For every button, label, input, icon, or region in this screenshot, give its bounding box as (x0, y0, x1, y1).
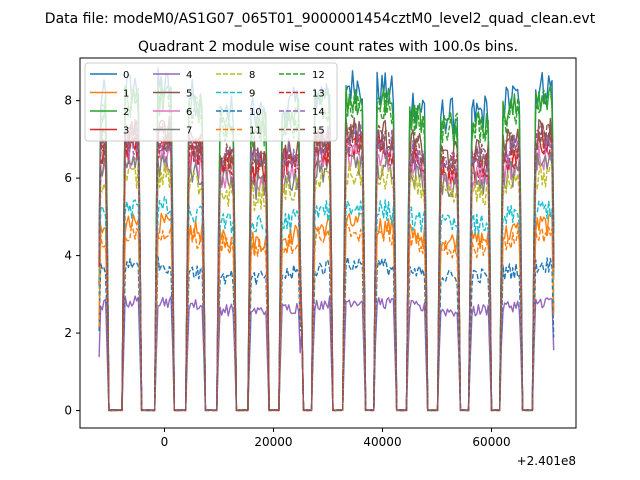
chart-suptitle: Data file: modeM0/AS1G07_065T01_90000014… (45, 11, 596, 27)
series-line-15 (98, 120, 555, 412)
legend-label-15: 15 (312, 126, 325, 137)
y-tick-label: 4 (64, 249, 72, 263)
series-line-8 (98, 160, 555, 412)
series-line-4 (98, 295, 555, 412)
axis-ticks-group: 0 20000 40000 60000 0 2 4 6 8 (64, 94, 510, 449)
x-tick-label: 40000 (363, 435, 401, 449)
series-line-11 (98, 222, 555, 412)
chart-title: Quadrant 2 module wise count rates with … (138, 39, 518, 55)
legend-label-11: 11 (249, 126, 262, 137)
legend-label-0: 0 (123, 70, 129, 81)
y-tick-label: 2 (64, 326, 72, 340)
legend-label-8: 8 (249, 70, 255, 81)
legend-label-4: 4 (186, 70, 192, 81)
x-tick-label: 0 (161, 435, 169, 449)
legend-frame (84, 62, 338, 142)
series-line-7 (98, 148, 555, 412)
legend-label-13: 13 (312, 89, 325, 100)
legend-label-5: 5 (186, 89, 192, 100)
legend-label-6: 6 (186, 107, 192, 118)
series-line-6 (98, 140, 555, 412)
legend-label-14: 14 (312, 107, 325, 118)
legend-label-9: 9 (249, 89, 255, 100)
x-tick-label: 20000 (254, 435, 292, 449)
plot-frame (79, 57, 577, 429)
legend-label-7: 7 (186, 126, 192, 137)
legend-label-3: 3 (123, 126, 129, 137)
legend-label-12: 12 (312, 70, 325, 81)
legend-label-2: 2 (123, 107, 129, 118)
series-line-10 (98, 255, 555, 412)
y-tick-label: 0 (64, 404, 72, 418)
y-tick-label: 6 (64, 171, 72, 185)
y-tick-label: 8 (64, 94, 72, 108)
legend-label-10: 10 (249, 107, 262, 118)
x-tick-label: 60000 (472, 435, 510, 449)
x-offset-label: +2.401e8 (517, 454, 576, 468)
legend-label-1: 1 (123, 89, 129, 100)
series-line-14 (98, 123, 555, 412)
